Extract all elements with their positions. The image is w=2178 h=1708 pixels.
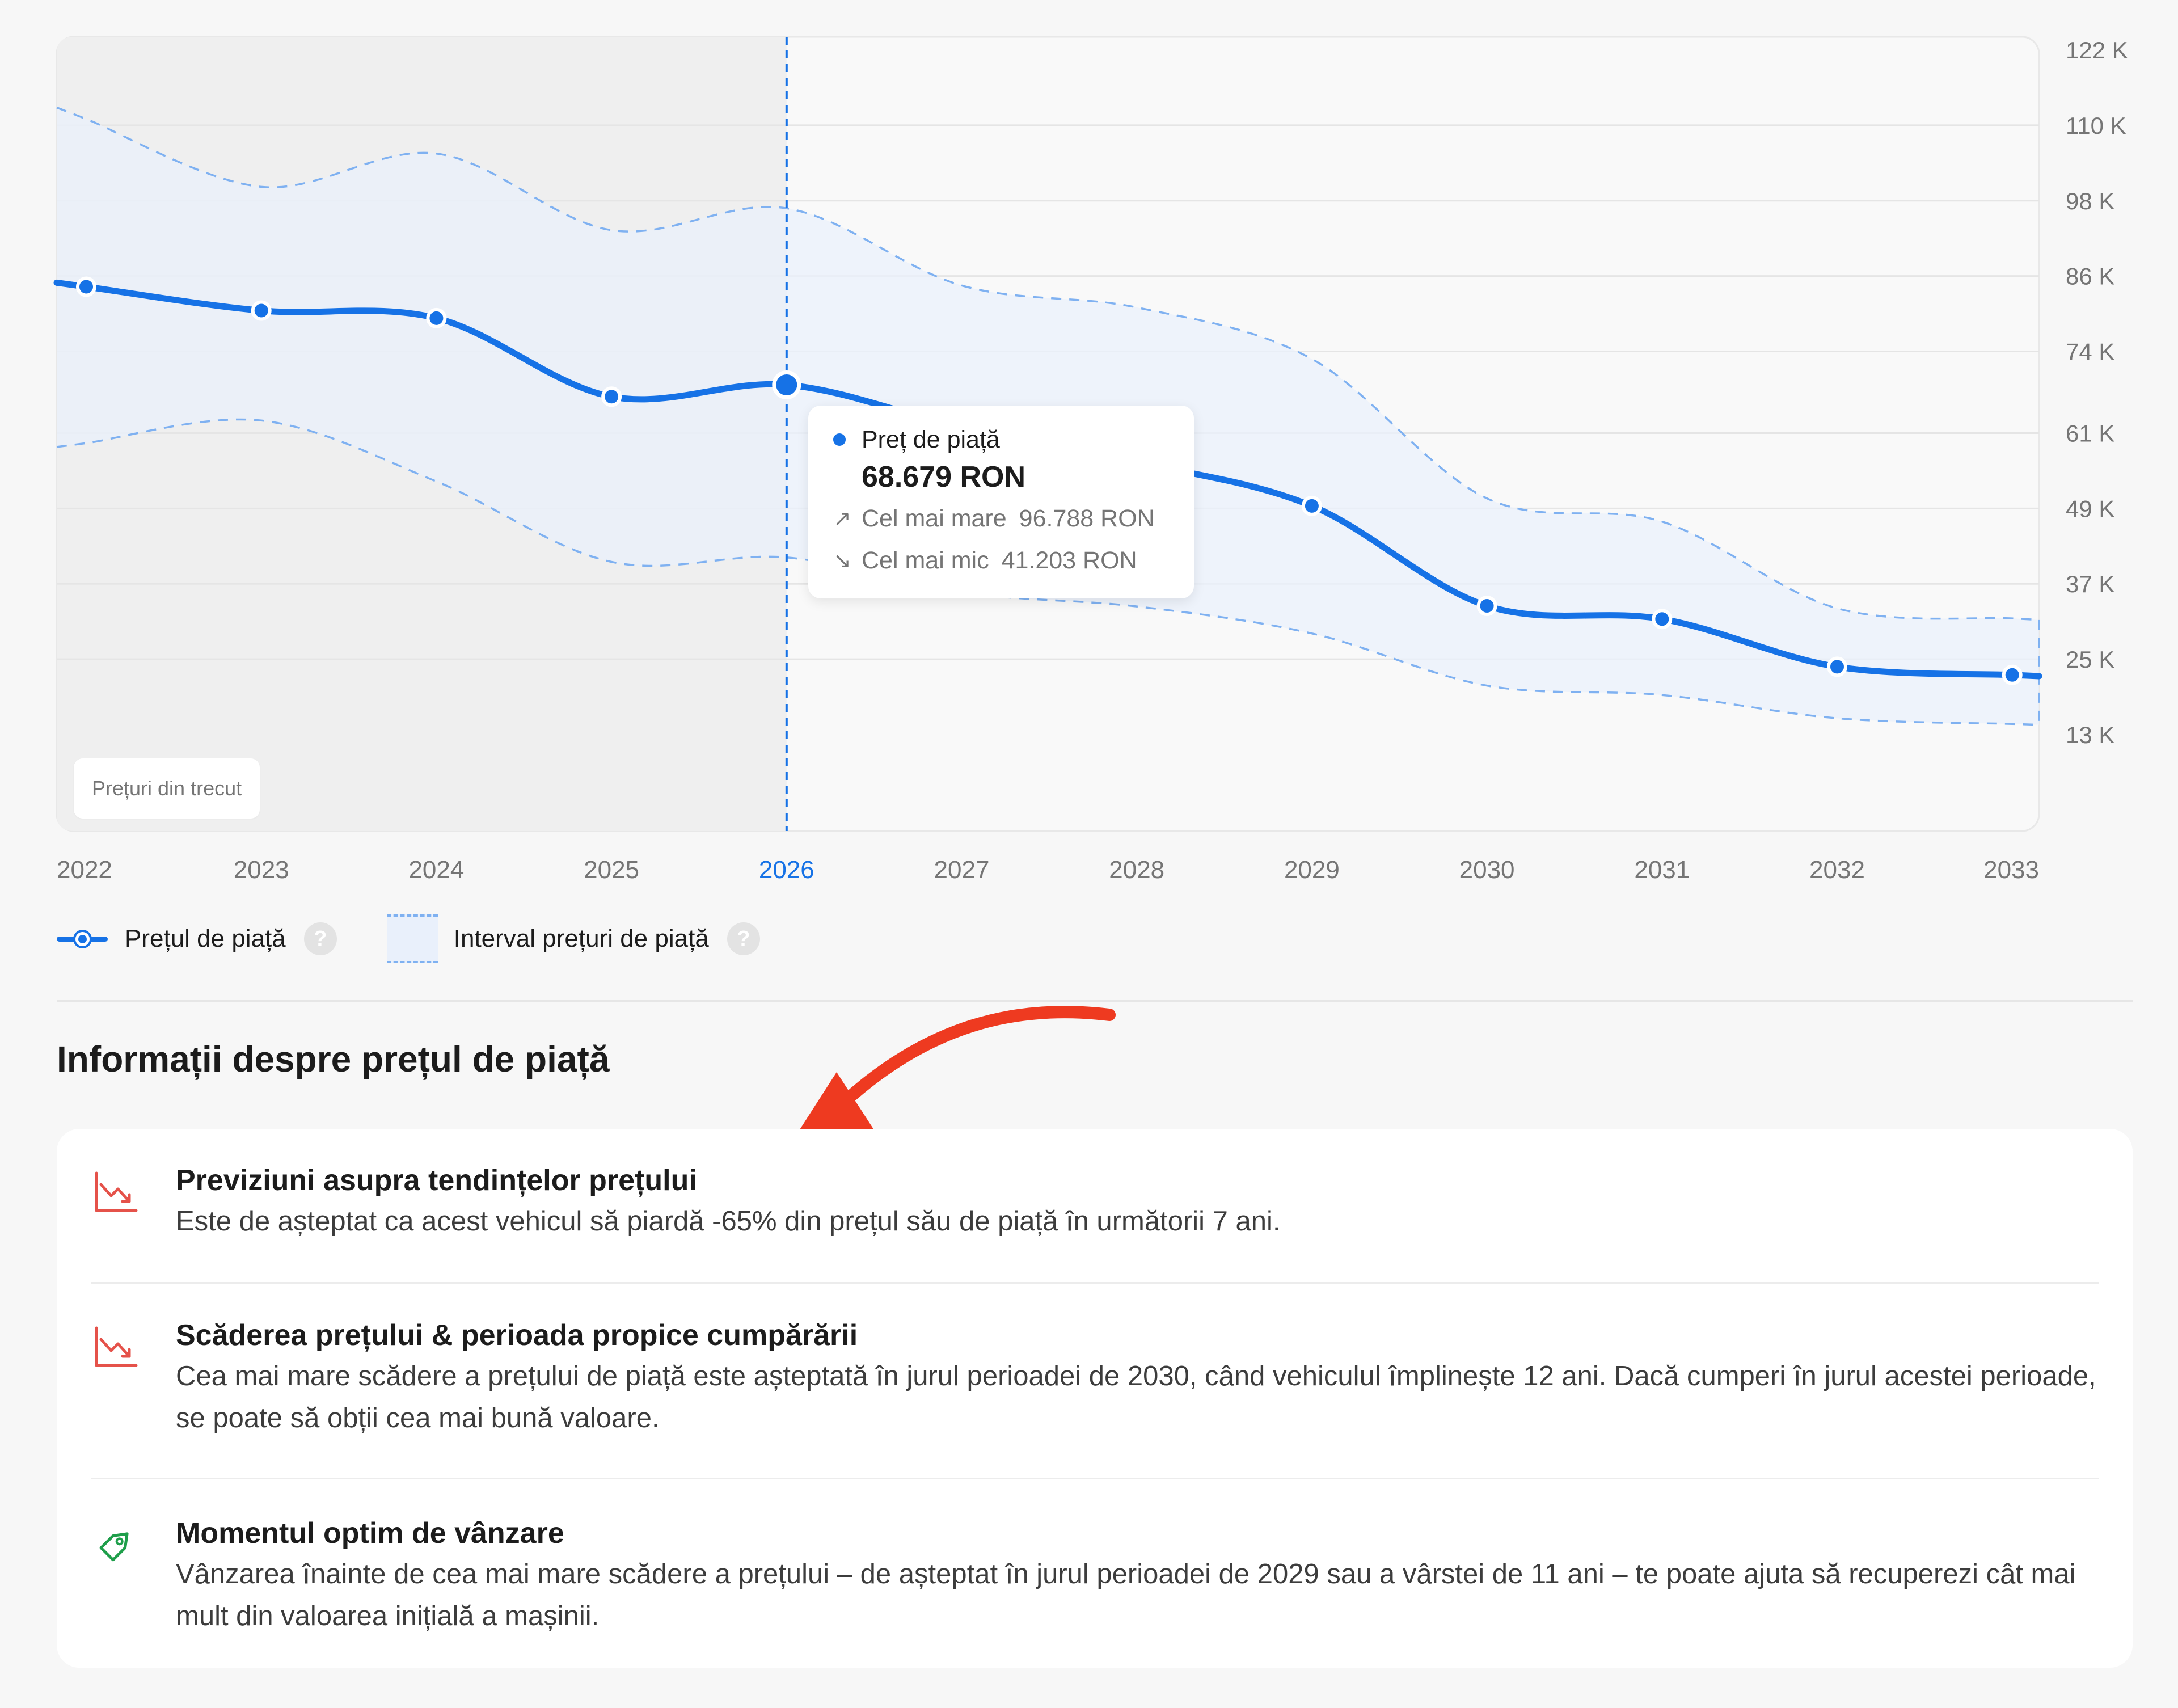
price-tag-icon xyxy=(99,1532,129,1562)
data-point xyxy=(1652,609,1673,630)
data-point xyxy=(601,386,622,407)
price-range-upper xyxy=(56,107,2040,621)
trend-down-icon xyxy=(95,1171,138,1212)
y-tick-label: 37 K xyxy=(2066,571,2114,597)
y-tick-label: 61 K xyxy=(2066,420,2114,446)
arrow-up-right-icon: ↗ xyxy=(833,507,851,531)
x-tick-label: 2022 xyxy=(57,856,112,884)
y-tick-label: 86 K xyxy=(2066,263,2114,290)
tooltip-min-value: 41.203 RON xyxy=(1001,546,1137,574)
data-point xyxy=(426,307,447,328)
insight-text: Este de așteptat ca acest vehicul să pia… xyxy=(176,1206,1281,1237)
insight-title: Previziuni asupra tendințelor prețului xyxy=(176,1164,697,1197)
x-tick-label: 2033 xyxy=(1983,856,2039,884)
section-divider xyxy=(57,1000,2133,1002)
data-point xyxy=(1827,656,1847,677)
x-tick-label: 2029 xyxy=(1284,856,1340,884)
tooltip-max-value: 96.788 RON xyxy=(1019,504,1155,532)
x-tick-label: 2030 xyxy=(1459,856,1515,884)
past-prices-badge: Prețuri din trecut xyxy=(74,758,260,819)
data-point xyxy=(1301,495,1322,516)
data-point xyxy=(1476,595,1497,616)
price-range-swatch-icon xyxy=(386,914,438,963)
arrow-down-right-icon: ↘ xyxy=(833,549,851,573)
chart-legend: Prețul de piață ? Interval prețuri de pi… xyxy=(57,913,760,964)
x-tick-label: 2025 xyxy=(584,856,639,884)
insight-price-drop: Scăderea prețului & perioada propice cum… xyxy=(91,1282,2099,1478)
series-dot-icon xyxy=(833,433,846,446)
y-tick-label: 49 K xyxy=(2066,495,2114,522)
insight-best-sell-time: Momentul optim de vânzare Vânzarea înain… xyxy=(91,1478,2099,1665)
market-price-swatch-icon xyxy=(57,927,108,950)
x-tick-label: 2023 xyxy=(234,856,289,884)
tooltip-label: Preț de piață xyxy=(862,425,1000,453)
help-icon[interactable]: ? xyxy=(303,922,337,955)
insight-title: Scăderea prețului & perioada propice cum… xyxy=(176,1319,858,1352)
insight-title: Momentul optim de vânzare xyxy=(176,1517,564,1550)
x-tick-label: 2026 xyxy=(759,856,814,884)
legend-market-price-label: Prețul de piață xyxy=(125,925,286,952)
x-tick-label: 2032 xyxy=(1809,856,1865,884)
market-price-insights-card: Previziuni asupra tendințelor prețului E… xyxy=(57,1129,2133,1668)
section-title: Informații despre prețul de piață xyxy=(57,1039,610,1079)
insight-price-trend: Previziuni asupra tendințelor prețului E… xyxy=(91,1129,2099,1282)
data-point xyxy=(251,300,272,321)
y-tick-label: 13 K xyxy=(2066,722,2114,748)
y-tick-label: 25 K xyxy=(2066,646,2114,673)
help-icon[interactable]: ? xyxy=(727,922,760,955)
y-tick-label: 74 K xyxy=(2066,339,2114,365)
data-point xyxy=(76,276,96,297)
price-range-lower xyxy=(56,418,2040,726)
trend-down-icon xyxy=(95,1326,138,1367)
x-tick-label: 2031 xyxy=(1634,856,1690,884)
chart-tooltip: Preț de piață 68.679 RON ↗ Cel mai mare … xyxy=(808,406,1194,598)
tooltip-min-label: Cel mai mic xyxy=(862,546,989,574)
x-tick-label: 2028 xyxy=(1109,856,1164,884)
insight-text: Vânzarea înainte de cea mai mare scădere… xyxy=(176,1559,2076,1631)
x-tick-label: 2024 xyxy=(408,856,464,884)
insight-text: Cea mai mare scădere a prețului de piață… xyxy=(176,1361,2096,1433)
data-point xyxy=(772,370,801,399)
legend-price-range-label: Interval prețuri de piață xyxy=(453,925,709,952)
tooltip-max-label: Cel mai mare xyxy=(862,504,1007,532)
y-tick-label: 122 K xyxy=(2066,37,2128,64)
y-tick-label: 98 K xyxy=(2066,188,2114,214)
data-point xyxy=(2002,664,2023,685)
y-tick-label: 110 K xyxy=(2066,112,2126,139)
x-tick-label: 2027 xyxy=(934,856,990,884)
tooltip-value: 68.679 RON xyxy=(862,461,1026,494)
